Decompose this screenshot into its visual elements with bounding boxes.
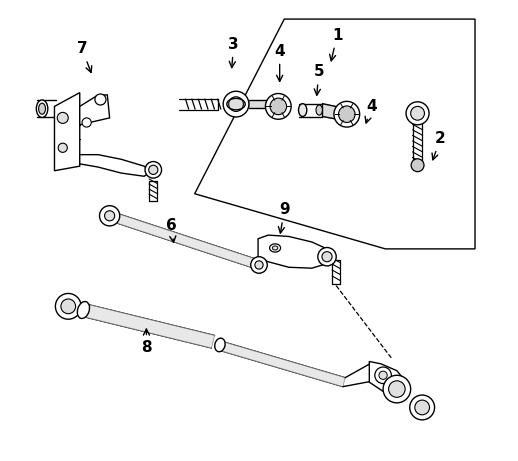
Text: 5: 5: [313, 65, 324, 95]
Ellipse shape: [269, 244, 281, 252]
Polygon shape: [249, 100, 275, 108]
Circle shape: [338, 106, 355, 123]
Polygon shape: [322, 104, 342, 120]
Circle shape: [99, 206, 120, 226]
Polygon shape: [369, 361, 406, 391]
Circle shape: [383, 375, 411, 403]
Text: 4: 4: [365, 99, 377, 123]
Circle shape: [55, 294, 81, 319]
Circle shape: [265, 94, 291, 119]
Circle shape: [145, 161, 162, 178]
Circle shape: [149, 165, 158, 174]
Circle shape: [61, 299, 76, 313]
Ellipse shape: [272, 246, 278, 250]
Circle shape: [411, 106, 424, 120]
Ellipse shape: [39, 103, 46, 114]
Circle shape: [379, 371, 387, 379]
Text: 9: 9: [278, 202, 290, 233]
Circle shape: [375, 367, 392, 384]
Circle shape: [251, 257, 267, 273]
Circle shape: [410, 395, 435, 420]
Text: 4: 4: [275, 44, 285, 82]
Polygon shape: [80, 154, 151, 176]
Ellipse shape: [298, 104, 307, 117]
Polygon shape: [80, 95, 110, 125]
Text: 2: 2: [432, 131, 446, 160]
Polygon shape: [258, 235, 330, 268]
Circle shape: [255, 261, 263, 269]
Text: 3: 3: [228, 37, 239, 68]
Circle shape: [57, 112, 68, 124]
Circle shape: [270, 98, 286, 115]
Circle shape: [318, 248, 336, 266]
Ellipse shape: [77, 301, 90, 319]
Circle shape: [95, 94, 106, 105]
Circle shape: [223, 91, 249, 117]
Circle shape: [58, 143, 67, 153]
Circle shape: [228, 97, 243, 112]
Circle shape: [415, 400, 429, 415]
Text: 1: 1: [329, 28, 342, 61]
Text: 8: 8: [141, 329, 152, 355]
Polygon shape: [82, 304, 214, 348]
Circle shape: [82, 118, 91, 127]
Polygon shape: [221, 342, 345, 387]
Text: 6: 6: [166, 219, 177, 242]
Ellipse shape: [36, 100, 48, 118]
Circle shape: [388, 381, 405, 397]
Circle shape: [322, 252, 332, 262]
Ellipse shape: [215, 338, 225, 352]
Ellipse shape: [316, 105, 322, 115]
Circle shape: [105, 211, 114, 221]
Text: 7: 7: [77, 41, 92, 72]
Polygon shape: [54, 93, 80, 171]
Circle shape: [406, 102, 429, 125]
Circle shape: [334, 101, 359, 127]
Circle shape: [411, 159, 424, 171]
Polygon shape: [108, 212, 261, 269]
